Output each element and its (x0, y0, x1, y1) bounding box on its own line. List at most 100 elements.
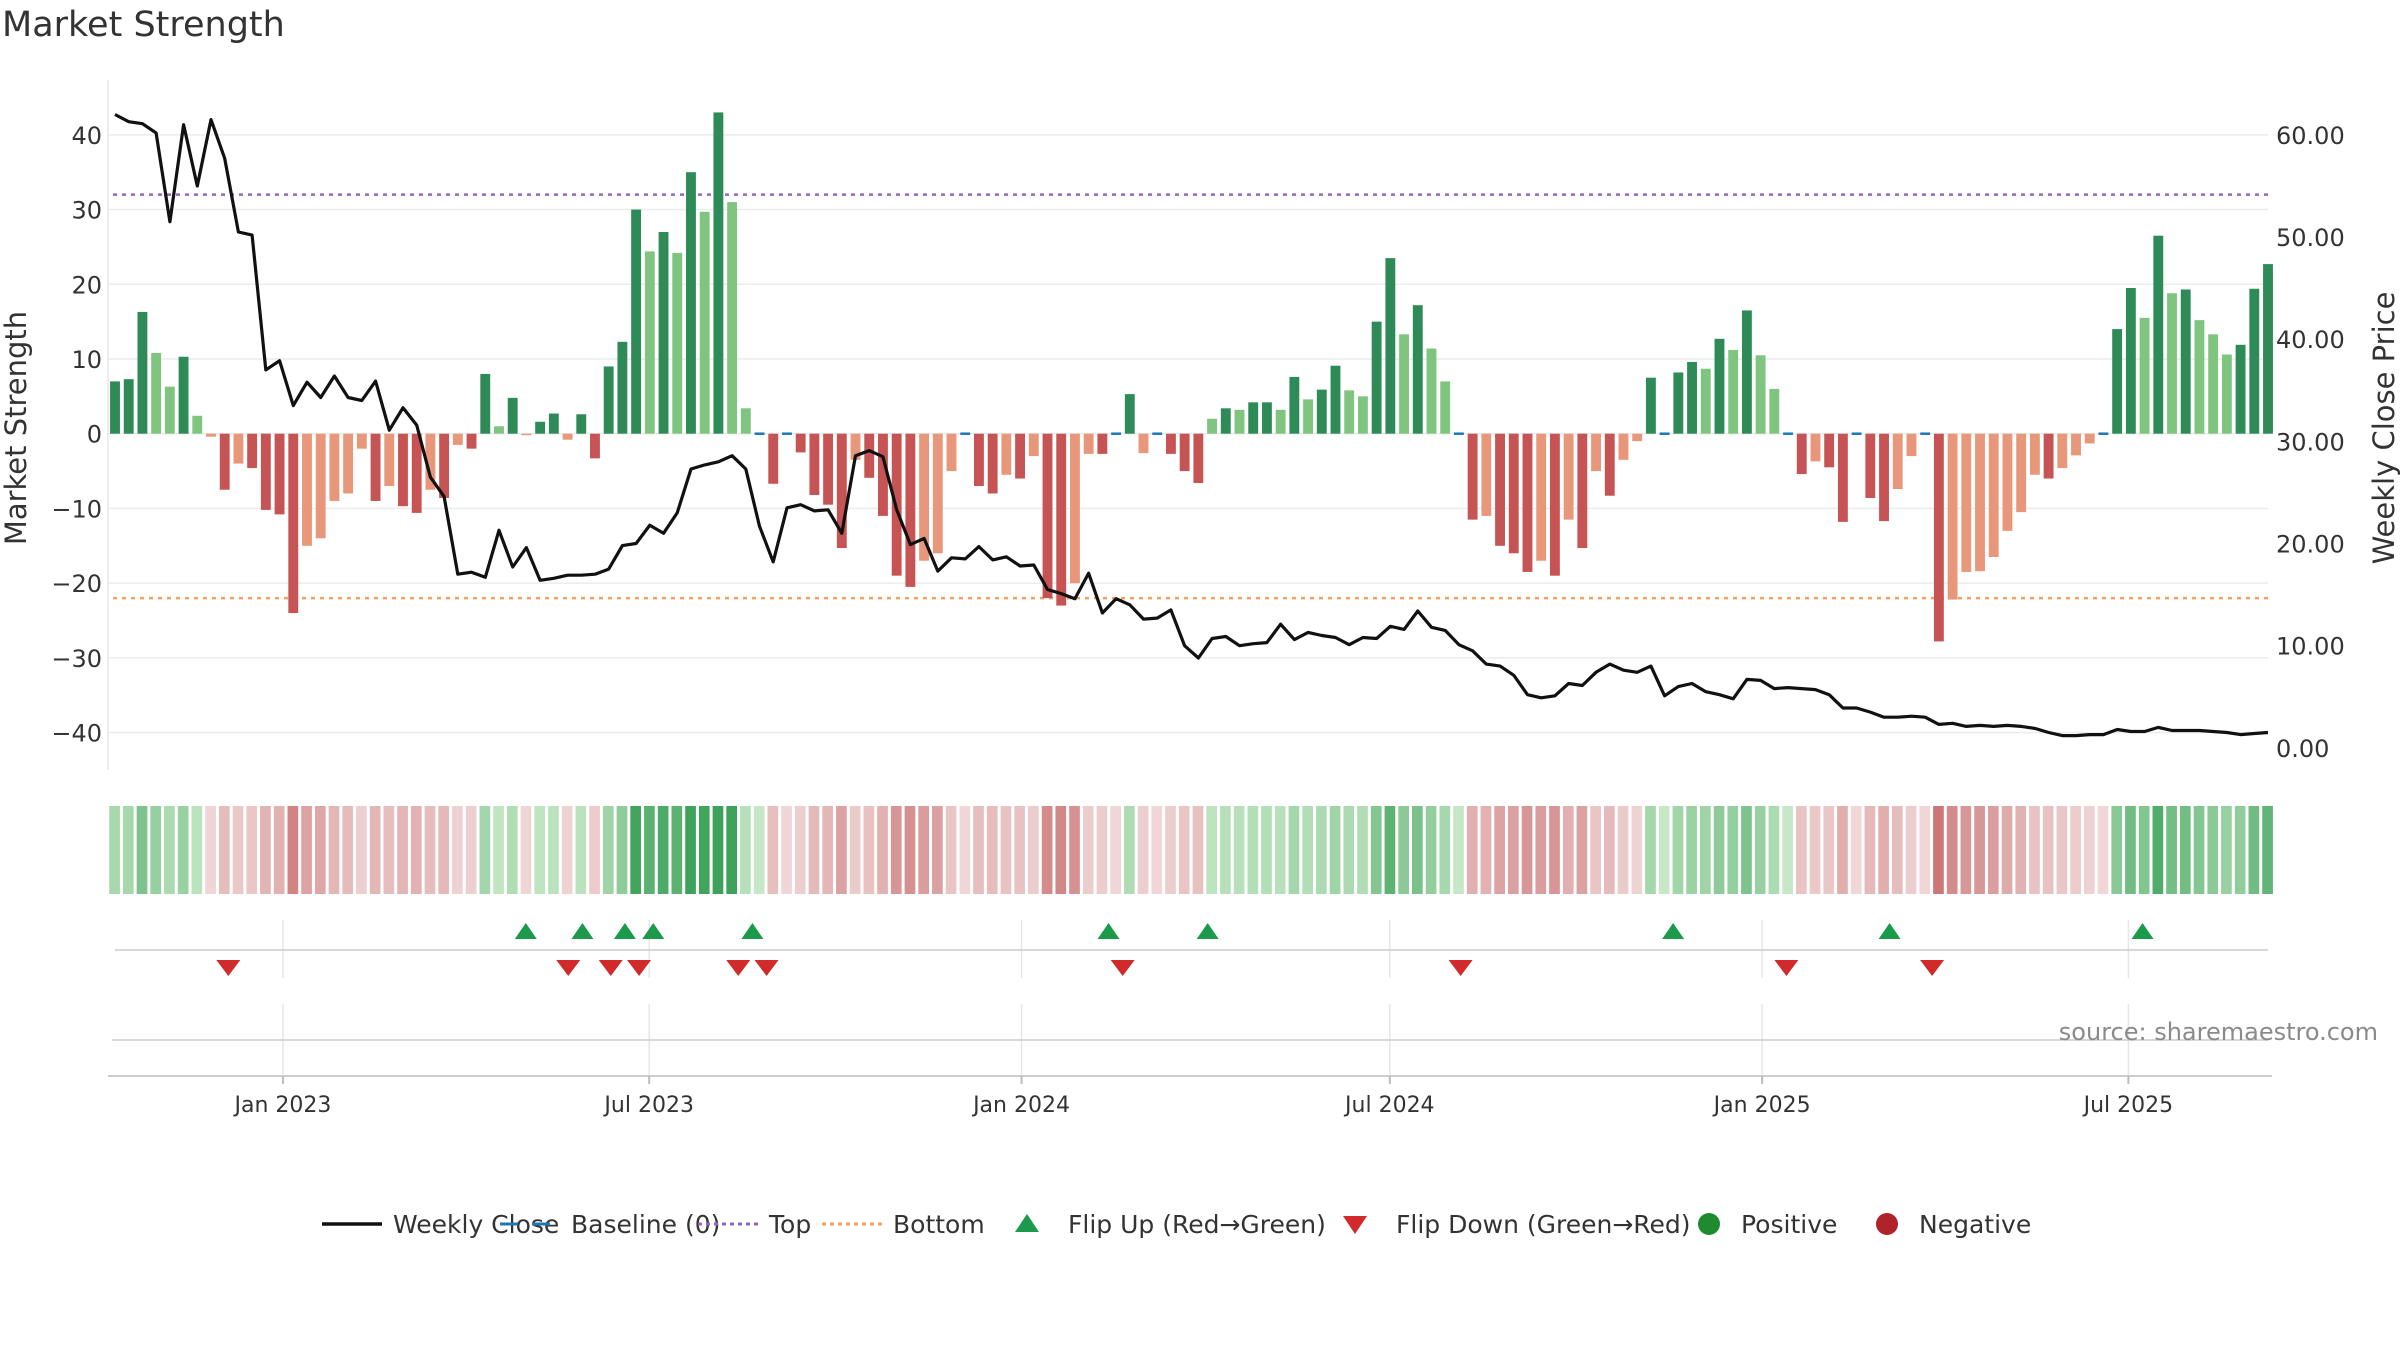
strength-bar-27 (480, 373, 491, 434)
strip-cell-13 (287, 806, 299, 894)
strip-cell-119 (1741, 806, 1752, 894)
left-tick-label-3: 10 (71, 346, 102, 374)
strength-bar-23 (425, 433, 436, 490)
strip-cell-25 (452, 806, 463, 894)
strength-bar-155 (2235, 344, 2246, 434)
strip-cell-150 (2166, 806, 2177, 894)
strength-bar-116 (1700, 368, 1711, 434)
strip-cell-131 (1905, 806, 1917, 894)
strip-cell-106 (1562, 806, 1574, 894)
strength-bar-25 (452, 433, 463, 445)
strip-cell-68 (1041, 806, 1053, 894)
strip-cell-143 (2070, 806, 2081, 894)
strip-cell-148 (2138, 806, 2150, 894)
strip-cell-42 (685, 806, 696, 894)
strength-bar-48 (768, 433, 779, 484)
strength-bar-58 (905, 433, 916, 587)
strength-bar-26 (466, 433, 477, 449)
strength-bar-134 (1947, 433, 1958, 600)
strip-cell-117 (1713, 806, 1725, 894)
strength-bar-79 (1193, 433, 1204, 484)
strip-cell-26 (465, 806, 477, 894)
strength-bar-75 (1138, 433, 1149, 454)
strip-cell-146 (2111, 806, 2123, 894)
strength-bar-115 (1687, 361, 1697, 434)
strip-cell-135 (1960, 806, 1972, 894)
strip-cell-53 (836, 806, 847, 894)
strip-cell-77 (1165, 806, 1176, 894)
strength-bar-21 (398, 433, 408, 507)
strength-bar-156 (2249, 288, 2260, 434)
strength-bar-126 (1837, 433, 1848, 522)
reference-lines (113, 193, 2268, 600)
strip-cell-4 (164, 806, 175, 894)
strip-cell-105 (1549, 806, 1560, 894)
strip-cell-84 (1261, 806, 1272, 894)
strength-bar-19 (370, 433, 381, 501)
strength-bar-104 (1536, 433, 1547, 561)
strength-bar-150 (2167, 293, 2177, 434)
flip-up-marker-5 (1097, 923, 1120, 939)
flip-up-marker-6 (1196, 923, 1219, 939)
strength-bar-30 (521, 433, 532, 436)
strength-bar-53 (836, 433, 847, 549)
strip-cell-130 (1891, 806, 1903, 894)
strip-cell-82 (1233, 806, 1245, 894)
strength-bar-7 (206, 433, 216, 437)
strength-bar-110 (1618, 433, 1629, 460)
strength-bar-55 (864, 433, 875, 478)
strength-bar-84 (1261, 402, 1272, 434)
strip-cell-19 (369, 806, 381, 894)
left-y-axis-label: Market Strength (0, 311, 33, 545)
strip-cell-103 (1521, 806, 1533, 894)
strength-bar-121 (1769, 388, 1780, 434)
strip-cell-142 (2056, 806, 2068, 894)
strip-cell-109 (1603, 806, 1615, 894)
strip-cell-24 (438, 806, 450, 894)
strip-cell-137 (1987, 806, 1999, 894)
legend-swatch-positive (1698, 1213, 1720, 1235)
strip-cell-69 (1055, 806, 1067, 894)
flip-down-marker-8 (1774, 960, 1799, 976)
strip-cell-125 (1823, 806, 1835, 894)
strip-cell-35 (589, 806, 600, 894)
strip-cell-29 (506, 806, 518, 894)
strength-bar-100 (1481, 433, 1492, 516)
strip-cell-31 (534, 806, 546, 894)
strip-cell-33 (561, 806, 573, 894)
strength-bar-92 (1371, 321, 1382, 434)
strip-cell-72 (1096, 806, 1108, 894)
legend: Weekly Close Baseline (0) Top Bottom Flip Up… (322, 1210, 2031, 1239)
strength-bar-119 (1741, 310, 1752, 434)
strength-bar-52 (823, 433, 834, 505)
strength-bar-101 (1495, 433, 1505, 546)
strength-bar-28 (494, 426, 504, 434)
strip-cell-58 (904, 806, 916, 894)
strength-bar-118 (1728, 350, 1739, 434)
strength-bar-72 (1097, 433, 1108, 454)
source-credit: source: sharemaestro.com (2059, 1018, 2378, 1046)
flip-up-marker-0 (514, 923, 537, 939)
strip-cell-73 (1110, 806, 1122, 894)
strip-cell-15 (314, 806, 326, 894)
strength-bar-108 (1591, 433, 1601, 472)
right-tick-label-1: 50.00 (2276, 224, 2345, 252)
strength-bar-154 (2221, 354, 2232, 434)
strip-cell-155 (2234, 806, 2246, 894)
flip-down-marker-2 (598, 960, 623, 976)
legend-label-7: Negative (1919, 1210, 2031, 1239)
flip-up-marker-7 (1662, 923, 1685, 939)
flip-up-marker-9 (2131, 923, 2154, 939)
strength-bar-90 (1344, 390, 1355, 434)
strip-cell-51 (808, 806, 820, 894)
strength-bar-157 (2263, 264, 2273, 434)
strength-bar-60 (932, 433, 943, 554)
legend-swatch-negative (1876, 1213, 1898, 1235)
strength-bar-11 (260, 433, 271, 510)
flip-down-marker-6 (1110, 960, 1135, 976)
strip-cell-55 (863, 806, 875, 894)
x-axis: Jan 2023 Jul 2023 Jan 2024 Jul 2024 Jan 2025… (108, 1075, 2272, 1118)
strength-bar-151 (2180, 289, 2191, 434)
strip-cell-45 (726, 806, 738, 894)
strength-bar-106 (1563, 433, 1574, 520)
